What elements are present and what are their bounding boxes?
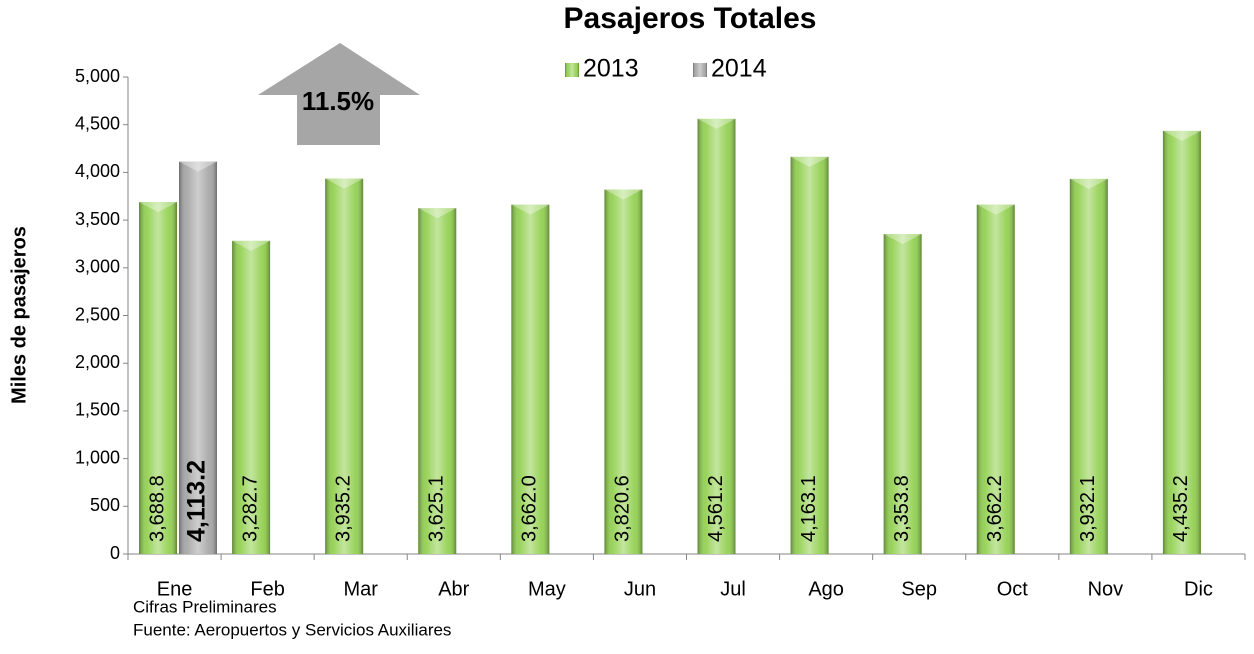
bar-shine [1162,130,1201,554]
bar-bevel [1162,130,1201,141]
data-label: 3,662.0 [519,475,541,542]
bar-bevel [976,204,1015,215]
x-tick-label: Ene [157,578,193,600]
x-tick-label: Mar [343,578,378,600]
y-tick-label: 4,500 [75,113,120,133]
y-tick-label: 2,500 [75,304,120,324]
bar-shine [1069,178,1108,554]
bar-shine [511,204,550,554]
data-label: 3,662.2 [984,475,1006,542]
y-tick-label: 3,500 [75,209,120,229]
note: Cifras Preliminares [133,597,277,616]
legend-swatch-shine [565,63,579,77]
x-tick-label: Ago [808,578,844,600]
data-label: 4,435.2 [1170,475,1192,542]
bar-shine [976,204,1015,555]
y-tick-label: 500 [90,495,120,515]
bar-bevel [232,240,271,251]
chart-title: Pasajeros Totales [564,2,817,35]
bar-bevel [418,208,457,219]
bar-bevel [511,204,550,215]
data-label: 3,820.6 [612,475,634,542]
x-tick-label: Nov [1088,578,1124,600]
bar-bevel [790,156,829,167]
legend-swatch-shine [693,63,707,77]
y-tick-label: 3,000 [75,257,120,277]
data-label: 4,561.2 [705,475,727,542]
x-tick-label: Sep [901,578,937,600]
y-tick-label: 0 [110,543,120,563]
legend-label: 2014 [711,55,767,83]
bar-bevel [325,178,364,189]
data-label: 3,625.1 [426,475,448,542]
bar-bevel [604,189,643,200]
bar-bevel [139,202,177,213]
data-label: 3,282.7 [239,475,261,542]
x-tick-label: May [528,578,566,600]
bar-shine [232,240,271,554]
data-label: 3,353.8 [891,475,913,542]
y-axis-label: Miles de pasajeros [8,226,30,404]
bar-bevel [1069,178,1108,189]
bar-shine [325,178,364,555]
x-tick-label: Jun [624,578,656,600]
bar-shine [697,118,736,555]
data-label: 3,688.8 [146,475,168,542]
y-tick-label: 2,000 [75,352,120,372]
y-tick-label: 5,000 [75,66,120,86]
bar-shine [790,156,829,554]
data-label: 4,163.1 [798,475,820,542]
x-tick-label: Jul [720,578,746,600]
bar-shine [139,202,177,554]
bar-shine [883,234,922,554]
data-label: 3,935.2 [332,475,354,542]
bar-shine [179,161,217,555]
bar-bevel [883,234,922,245]
annotation: 11.5% [302,86,374,116]
note: Fuente: Aeropuertos y Servicios Auxiliar… [133,620,451,639]
data-label: 3,932.1 [1077,475,1099,542]
y-tick-label: 1,000 [75,447,120,467]
y-tick-label: 1,500 [75,400,120,420]
x-tick-label: Feb [250,578,284,600]
y-tick-label: 4,000 [75,161,120,181]
bar-shine [604,189,643,554]
legend-label: 2013 [583,55,639,83]
x-tick-label: Abr [438,578,469,600]
arrow [258,43,420,145]
bar-shine [418,208,457,554]
x-tick-label: Dic [1184,578,1213,600]
bar-bevel [179,161,217,172]
data-label: 4,113.2 [183,460,211,542]
bar-bevel [697,118,736,129]
x-tick-label: Oct [997,578,1029,600]
